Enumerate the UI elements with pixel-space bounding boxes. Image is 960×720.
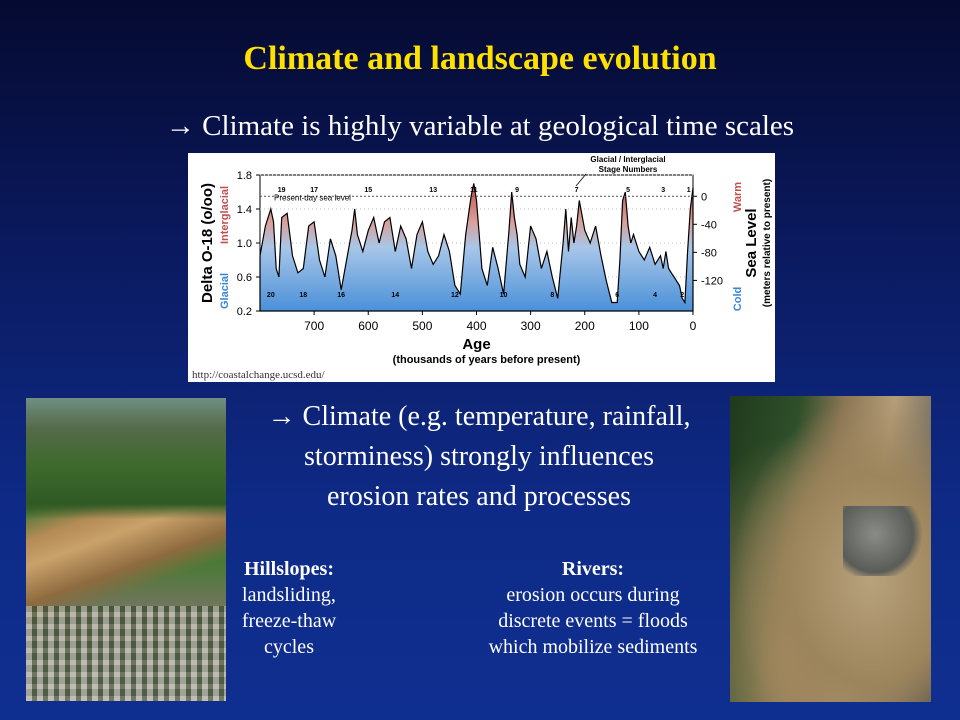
rocks-texture xyxy=(843,506,923,576)
bullet-climate-variable: → Climate is highly variable at geologic… xyxy=(165,110,795,142)
stage-label-glacial: 8 xyxy=(550,292,554,299)
stage-label-glacial: 6 xyxy=(615,292,619,299)
hillslopes-heading: Hillslopes: xyxy=(243,558,334,580)
x-tick-label: 600 xyxy=(358,319,378,333)
stage-label-interglacial: 3 xyxy=(661,187,665,194)
y-tick-label-right: -120 xyxy=(701,275,723,287)
rivers-line: which mobilize sediments xyxy=(488,636,698,658)
y-tick-label-right: -80 xyxy=(701,247,717,259)
stage-label-interglacial: 17 xyxy=(310,187,318,194)
y-axis-label-glacial: Glacial xyxy=(219,273,231,309)
bullet2-line: storminess) strongly influences xyxy=(304,441,654,472)
houses-texture xyxy=(26,606,226,701)
stage-label-interglacial: 7 xyxy=(575,187,579,194)
annotation-line: Stage Numbers xyxy=(599,165,658,174)
stage-label-glacial: 12 xyxy=(451,292,459,299)
hillslopes-line: landsliding, xyxy=(242,584,336,606)
y-tick-label-right: -40 xyxy=(701,219,717,231)
bullet2-line: → Climate (e.g. temperature, rainfall, xyxy=(267,401,691,432)
flooded-river-photo xyxy=(730,396,931,702)
slide-title: Climate and landscape evolution xyxy=(243,40,717,77)
rivers-text: Rivers: erosion occurs during discrete e… xyxy=(455,556,731,660)
stage-label-interglacial: 13 xyxy=(429,187,437,194)
bullet2-line: erosion rates and processes xyxy=(326,481,631,512)
stage-label-glacial: 14 xyxy=(391,292,399,299)
x-tick-label: 300 xyxy=(521,319,541,333)
y-axis-label-interglacial: Interglacial xyxy=(219,186,231,244)
delta-o18-chart: Present-day sea level 0.2 0.6 1.0 1.4 1.8 0 -40… xyxy=(188,153,775,382)
stage-label-glacial: 10 xyxy=(500,292,508,299)
chart-svg: Present-day sea level 0.2 0.6 1.0 1.4 1.8 0 -40… xyxy=(199,155,773,366)
y-tick-label-left: 0.2 xyxy=(237,306,252,318)
annotation-line: Glacial / Interglacial xyxy=(590,155,665,164)
stage-label-glacial: 18 xyxy=(299,292,307,299)
stage-label-glacial: 16 xyxy=(337,292,345,299)
rivers-line: erosion occurs during xyxy=(506,584,680,606)
bullet-climate-influences: → Climate (e.g. temperature, rainfall, s… xyxy=(232,397,726,517)
y-tick-label-left: 1.8 xyxy=(237,170,252,182)
y-axis-label-right: Sea Level xyxy=(743,208,760,277)
rivers-heading: Rivers: xyxy=(561,558,625,580)
present-day-label: Present-day sea level xyxy=(274,193,351,202)
source-credit: http://coastalchange.ucsd.edu/ xyxy=(192,369,325,381)
stage-label-glacial: 4 xyxy=(653,292,657,299)
stage-label-interglacial: 1 xyxy=(687,187,691,194)
y-axis-sublabel-right: (meters relative to present) xyxy=(762,179,773,307)
stage-label-interglacial: 11 xyxy=(470,187,478,194)
x-tick-label: 100 xyxy=(629,319,649,333)
hillslopes-text: Hillslopes: landsliding, freeze-thaw cyc… xyxy=(222,556,356,660)
annotation-pointer xyxy=(575,173,587,187)
y-axis-label-cold: Cold xyxy=(732,287,744,311)
rivers-line: discrete events = floods xyxy=(498,610,688,632)
x-tick-label: 400 xyxy=(466,319,486,333)
y-tick-label-right: 0 xyxy=(701,191,707,203)
y-tick-label-left: 0.6 xyxy=(237,272,252,284)
stage-label-interglacial: 9 xyxy=(515,187,519,194)
x-tick-label: 500 xyxy=(412,319,432,333)
x-axis-label: Age xyxy=(462,336,490,353)
x-tick-label: 0 xyxy=(690,319,697,333)
x-tick-label: 200 xyxy=(575,319,595,333)
x-axis-sublabel: (thousands of years before present) xyxy=(393,354,581,366)
stage-label-interglacial: 15 xyxy=(364,187,372,194)
series-area xyxy=(259,183,694,312)
hillslopes-line: cycles xyxy=(264,636,314,658)
stage-label-glacial: 2 xyxy=(680,292,684,299)
y-tick-label-left: 1.0 xyxy=(237,238,252,250)
landslide-photo xyxy=(26,398,226,701)
y-axis-label-left: Delta O-18 (o/oo) xyxy=(199,183,216,303)
stage-label-glacial: 20 xyxy=(267,292,275,299)
y-axis-label-warm: Warm xyxy=(732,182,744,212)
hillslopes-line: freeze-thaw xyxy=(241,610,337,632)
x-tick-label: 700 xyxy=(304,319,324,333)
stage-label-interglacial: 19 xyxy=(278,187,286,194)
y-tick-label-left: 1.4 xyxy=(237,204,252,216)
stage-label-interglacial: 5 xyxy=(626,187,630,194)
